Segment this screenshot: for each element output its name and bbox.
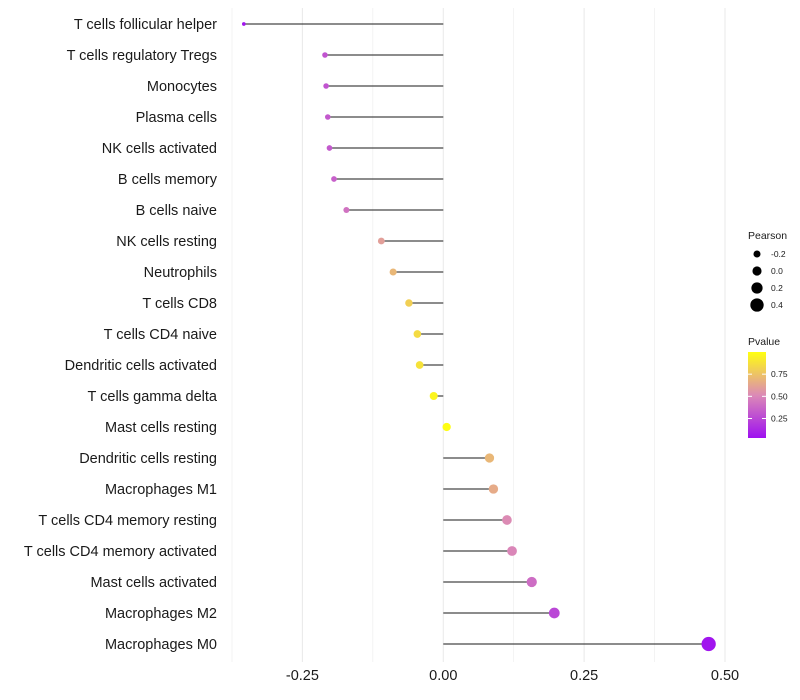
lollipop-point [548, 607, 560, 619]
lollipop-point [323, 83, 329, 89]
lollipop-point [322, 52, 328, 58]
x-tick-label: -0.25 [286, 668, 319, 684]
lollipop-point [488, 484, 499, 494]
pearson-size-legend: Pearson -0.2 0.0 0.2 0.4 [748, 230, 787, 312]
size-legend-key [753, 250, 761, 258]
grid-layer [231, 8, 726, 662]
category-label: T cells CD4 memory resting [38, 513, 217, 529]
category-label: B cells naive [136, 203, 217, 219]
size-legend-key [751, 282, 763, 294]
points-layer [241, 22, 716, 652]
category-label: T cells CD4 memory activated [24, 544, 217, 560]
category-label: NK cells activated [102, 141, 217, 157]
category-label: Plasma cells [136, 110, 217, 126]
category-label: T cells gamma delta [88, 389, 218, 405]
color-legend-label: 0.25 [771, 413, 788, 423]
x-tick-label: 0.25 [570, 668, 598, 684]
lollipop-point [326, 145, 333, 151]
pvalue-color-legend: Pvalue 0.75 0.50 0.25 [748, 336, 788, 438]
lollipop-point [331, 176, 337, 182]
lollipop-point [377, 237, 385, 245]
lollipop-point [324, 114, 331, 120]
x-tick-label: 0.00 [429, 668, 457, 684]
lollipop-point [507, 546, 517, 556]
lollipop-point [701, 636, 716, 652]
lollipop-point [241, 22, 246, 26]
size-legend-label: -0.2 [771, 249, 786, 259]
category-label: Monocytes [147, 79, 217, 95]
lollipop-point [526, 576, 537, 588]
color-legend-title: Pvalue [748, 336, 780, 348]
category-label: Dendritic cells activated [65, 358, 217, 374]
lollipop-point [502, 515, 512, 525]
category-label: T cells follicular helper [74, 17, 217, 33]
size-legend-label: 0.4 [771, 300, 783, 310]
size-legend-title: Pearson [748, 230, 787, 242]
size-legend-label: 0.0 [771, 266, 783, 276]
lollipop-point [484, 453, 495, 463]
x-tick-label: 0.50 [711, 668, 739, 684]
category-label: Mast cells resting [105, 420, 217, 436]
lollipop-point [413, 330, 422, 338]
lollipop-point [442, 422, 451, 432]
y-axis-labels: T cells follicular helper T cells regulat… [24, 17, 218, 653]
size-legend-key [752, 266, 762, 276]
lollipop-point [343, 206, 350, 214]
size-legend-label: 0.2 [771, 283, 783, 293]
category-label: Dendritic cells resting [79, 451, 217, 467]
color-legend-label: 0.50 [771, 391, 788, 401]
category-label: T cells regulatory Tregs [67, 48, 217, 64]
lollipop-point [389, 268, 397, 276]
category-label: Mast cells activated [90, 575, 217, 591]
category-label: Macrophages M0 [105, 637, 217, 653]
lollipop-point [429, 391, 438, 401]
category-label: T cells CD8 [142, 296, 217, 312]
category-label: Neutrophils [144, 265, 217, 281]
color-legend-label: 0.75 [771, 369, 788, 379]
stems-layer [243, 23, 709, 645]
category-label: Macrophages M1 [105, 482, 217, 498]
color-legend-bar [748, 352, 766, 438]
lollipop-point [405, 299, 413, 307]
category-label: T cells CD4 naive [104, 327, 217, 343]
size-legend-key [750, 298, 764, 312]
category-label: NK cells resting [116, 234, 217, 250]
category-label: Macrophages M2 [105, 606, 217, 622]
category-label: B cells memory [118, 172, 218, 188]
lollipop-point [415, 361, 424, 369]
x-axis-labels: -0.25 0.00 0.25 0.50 [286, 668, 739, 684]
